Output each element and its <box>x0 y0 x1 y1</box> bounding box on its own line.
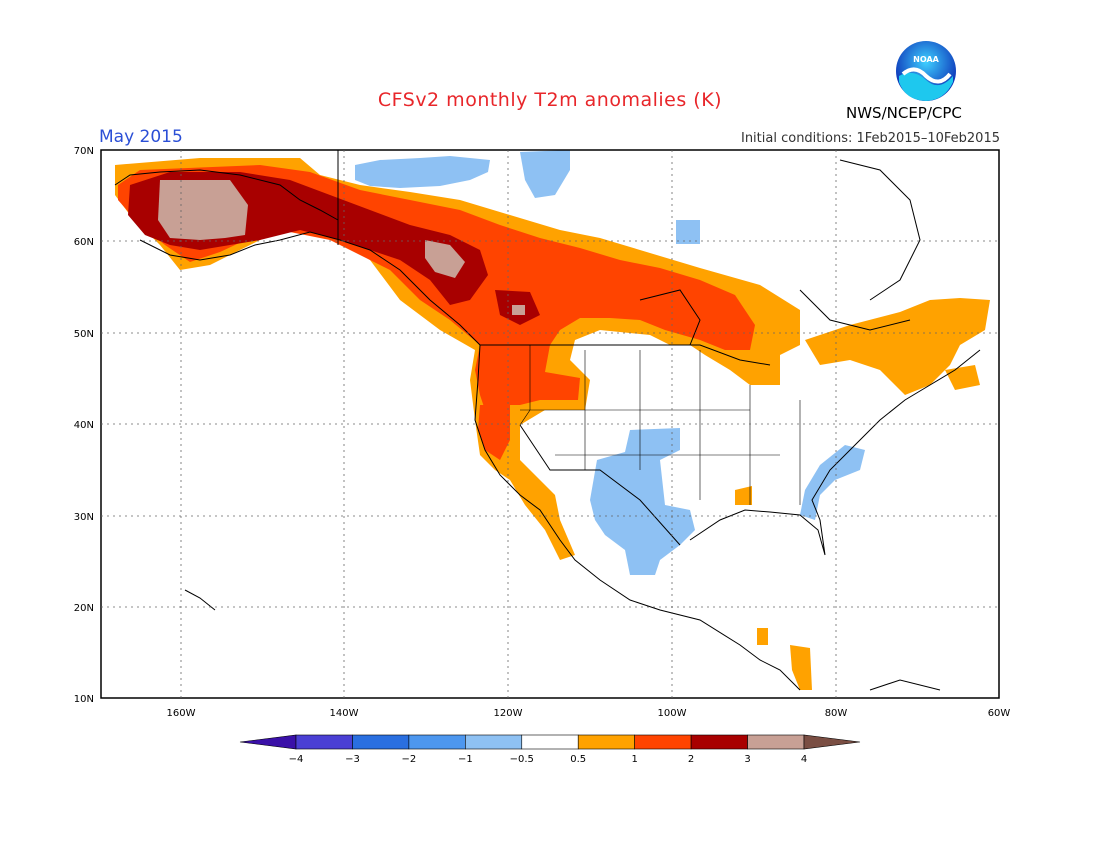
lat-label: 30N <box>74 512 94 523</box>
cool-anomaly-baffin <box>520 150 570 198</box>
colorbar-box <box>521 734 579 750</box>
cool-anomaly-southwest <box>590 428 695 575</box>
warm-anomaly-guatemala <box>757 628 768 645</box>
forecast-period: May 2015 <box>99 127 183 147</box>
gridlines <box>101 150 999 698</box>
colorbar-label: 0.5 <box>570 754 586 765</box>
colorbar-label: 2 <box>688 754 694 765</box>
colorbar-label: 4 <box>801 754 807 765</box>
colorbar-label: −3 <box>345 754 360 765</box>
warm-anomaly-tan-yukon <box>425 240 465 278</box>
lat-label: 50N <box>74 329 94 340</box>
warm-anomaly-tan-bc <box>512 305 525 315</box>
colorbar-label: 1 <box>631 754 637 765</box>
lat-label: 60N <box>74 237 94 248</box>
colorbar-label: −0.5 <box>510 754 534 765</box>
initial-conditions: Initial conditions: 1Feb2015–10Feb2015 <box>740 131 1000 146</box>
state-borders <box>519 345 801 505</box>
colorbar-label: 3 <box>744 754 750 765</box>
lon-label: 140W <box>330 708 359 719</box>
cool-anomaly-southeast <box>800 445 865 520</box>
colorbar-box <box>577 734 635 750</box>
lon-label: 60W <box>988 708 1011 719</box>
colorbar-box <box>747 734 805 750</box>
warm-anomaly-california <box>478 405 510 460</box>
logo-text: NOAA <box>913 55 939 64</box>
lat-label: 20N <box>74 603 94 614</box>
colorbar-label: −4 <box>289 754 304 765</box>
warm-anomaly-maritimes <box>945 365 980 390</box>
lat-label: 70N <box>74 146 94 157</box>
colorbar-box <box>408 734 466 750</box>
colorbar-end-low <box>239 734 297 750</box>
noaa-logo-icon: NOAA <box>896 41 956 101</box>
agency-label: NWS/NCEP/CPC <box>846 104 962 122</box>
lat-label: 10N <box>74 694 94 705</box>
colorbar: −4 −3 −2 −1 −0.5 0.5 1 2 3 4 <box>239 734 861 765</box>
chart-title: CFSv2 monthly T2m anomalies (K) <box>377 89 723 111</box>
lon-label: 80W <box>825 708 848 719</box>
longitude-labels: 160W 140W 120W 100W 80W 60W <box>167 708 1011 719</box>
lon-label: 120W <box>494 708 523 719</box>
lon-label: 100W <box>658 708 687 719</box>
cool-anomaly-hudson <box>676 220 700 244</box>
colorbar-box <box>465 734 523 750</box>
colorbar-box <box>634 734 692 750</box>
colorbar-box <box>352 734 410 750</box>
warm-anomaly-east <box>805 298 990 395</box>
cool-anomaly-north <box>355 156 490 188</box>
lon-label: 160W <box>167 708 196 719</box>
colorbar-label: −1 <box>458 754 473 765</box>
warm-anomaly-florida <box>735 486 752 505</box>
lat-label: 40N <box>74 420 94 431</box>
colorbar-box <box>690 734 748 750</box>
warm-anomaly-central-america <box>790 645 812 690</box>
coastlines <box>114 150 981 691</box>
latitude-labels: 70N 60N 50N 40N 30N 20N 10N <box>74 146 94 705</box>
colorbar-box <box>295 734 353 750</box>
anomaly-fill <box>115 150 990 690</box>
warm-anomaly-orange <box>115 158 800 560</box>
colorbar-label: −2 <box>402 754 417 765</box>
warm-anomaly-tan-alaska <box>158 180 248 240</box>
colorbar-end-high <box>803 734 861 750</box>
